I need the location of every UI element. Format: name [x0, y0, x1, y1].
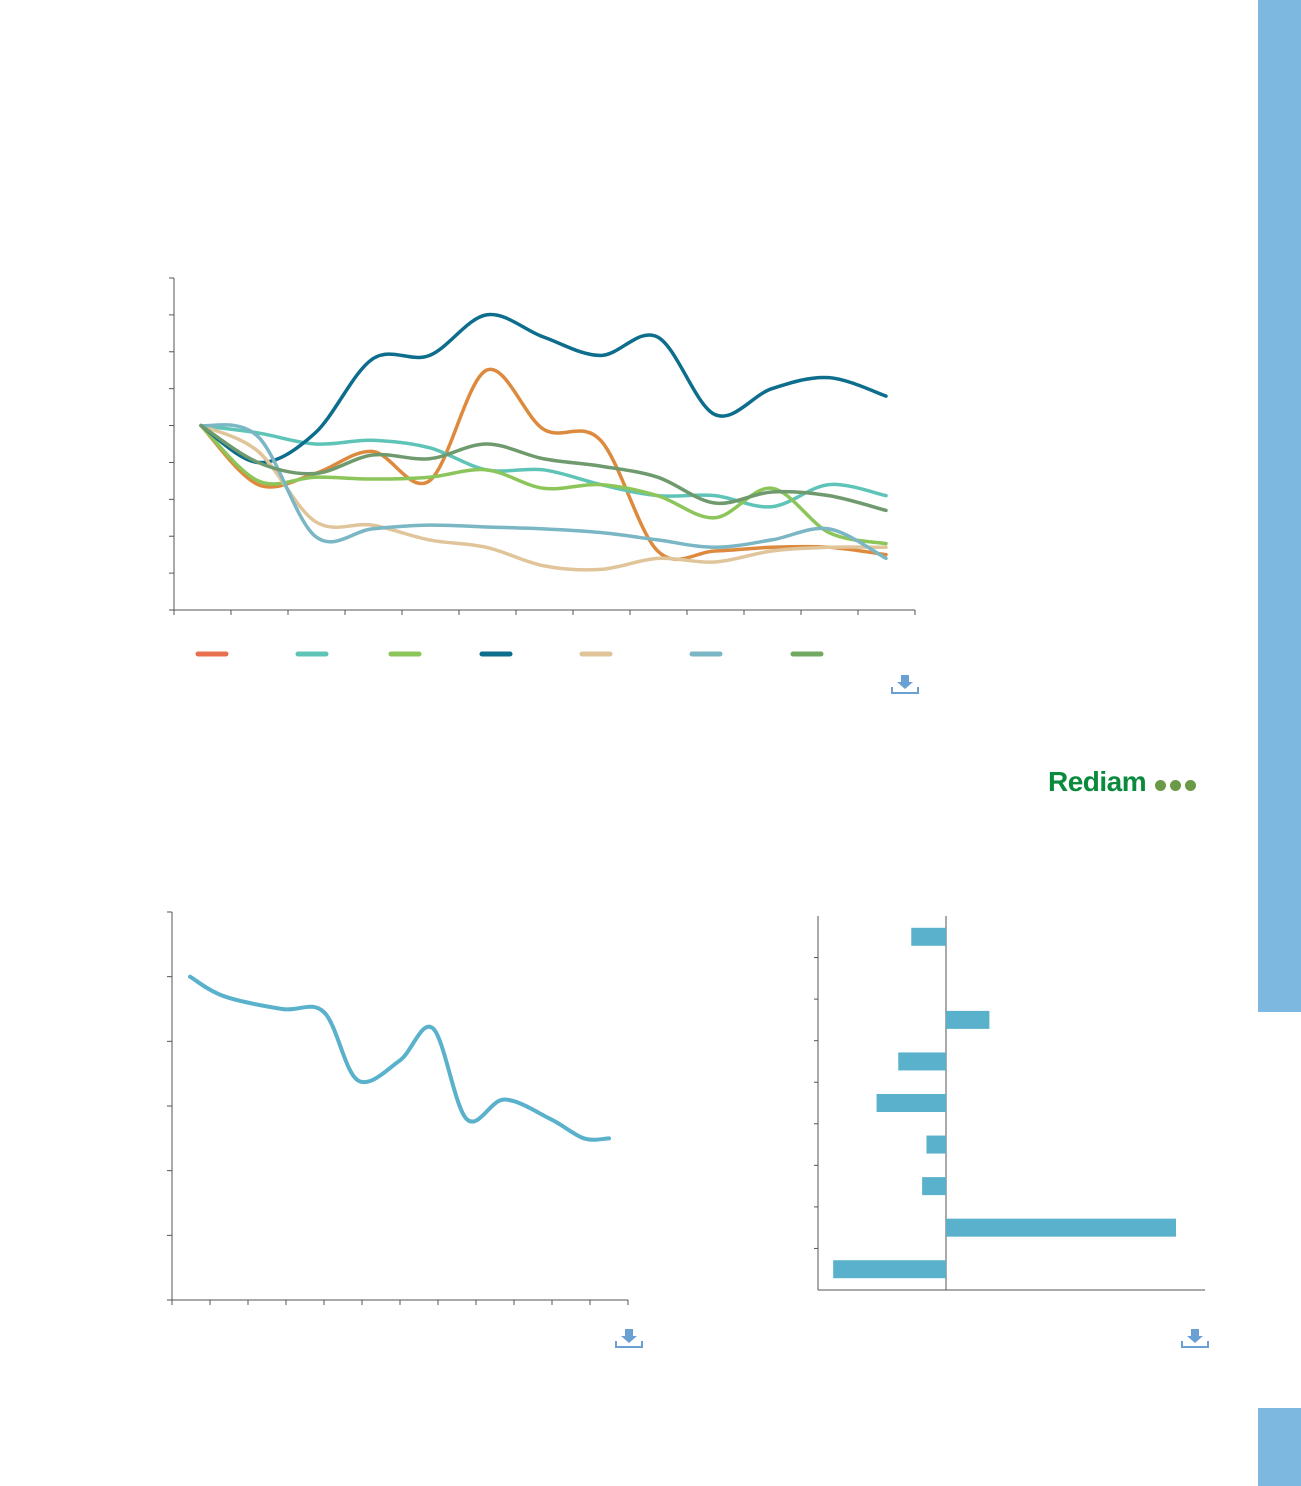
download-icon[interactable] [614, 1326, 644, 1350]
rediam-logo: Rediam [1048, 766, 1197, 798]
series-line [199, 423, 888, 509]
bar [833, 1260, 946, 1279]
series-line [188, 974, 611, 1142]
bar [922, 1177, 946, 1196]
series-line [199, 423, 888, 546]
bar [898, 1052, 946, 1071]
series-line [199, 423, 888, 572]
download-icon[interactable] [890, 672, 920, 696]
logo-text: Rediam [1048, 766, 1147, 797]
side-tab-top [1258, 0, 1301, 1012]
bar [926, 1135, 946, 1154]
bar [946, 1218, 1176, 1237]
series-line [199, 423, 888, 513]
logo-dot [1185, 779, 1197, 791]
bar [876, 1094, 946, 1112]
download-icon[interactable] [1180, 1326, 1210, 1350]
side-tab-bottom [1258, 1408, 1301, 1486]
series-line [199, 312, 888, 465]
bar [911, 927, 946, 946]
logo-dots [1151, 779, 1197, 791]
multi-series-line-chart [169, 277, 916, 657]
bar [946, 1010, 990, 1029]
logo-dot [1155, 779, 1167, 791]
series-line [199, 423, 888, 561]
logo-dot [1170, 779, 1182, 791]
